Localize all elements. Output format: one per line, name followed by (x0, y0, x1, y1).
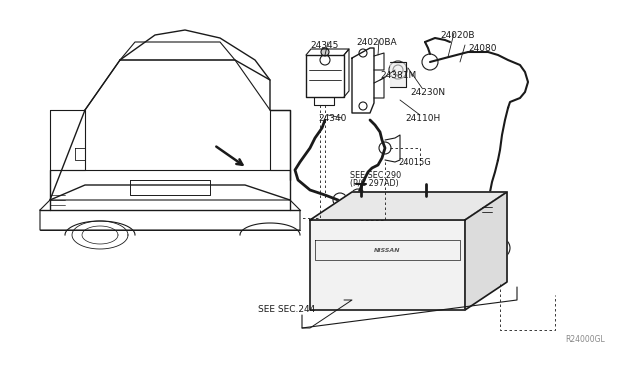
Circle shape (356, 201, 366, 211)
Circle shape (497, 245, 503, 251)
Text: SEE SEC.290: SEE SEC.290 (350, 170, 401, 180)
Polygon shape (465, 192, 507, 310)
Polygon shape (310, 220, 465, 310)
Text: (P/C 297AD): (P/C 297AD) (350, 179, 399, 187)
Text: 24080: 24080 (468, 44, 497, 52)
Text: 24345: 24345 (310, 41, 339, 49)
Text: 24015G: 24015G (398, 157, 431, 167)
Circle shape (351, 196, 371, 216)
Text: 24340: 24340 (318, 113, 346, 122)
Polygon shape (310, 192, 507, 220)
Circle shape (421, 201, 431, 211)
Circle shape (355, 193, 361, 199)
Text: R24000GL: R24000GL (565, 336, 605, 344)
Text: 24230N: 24230N (410, 87, 445, 96)
Text: 24381M: 24381M (380, 71, 416, 80)
Text: NISSAN: NISSAN (374, 247, 401, 253)
Circle shape (416, 196, 436, 216)
Polygon shape (390, 62, 406, 87)
Text: 24020BA: 24020BA (356, 38, 397, 46)
Text: 24110H: 24110H (405, 113, 440, 122)
Text: 24020B: 24020B (440, 31, 474, 39)
Circle shape (321, 48, 329, 56)
Text: SEE SEC.244: SEE SEC.244 (258, 305, 316, 314)
